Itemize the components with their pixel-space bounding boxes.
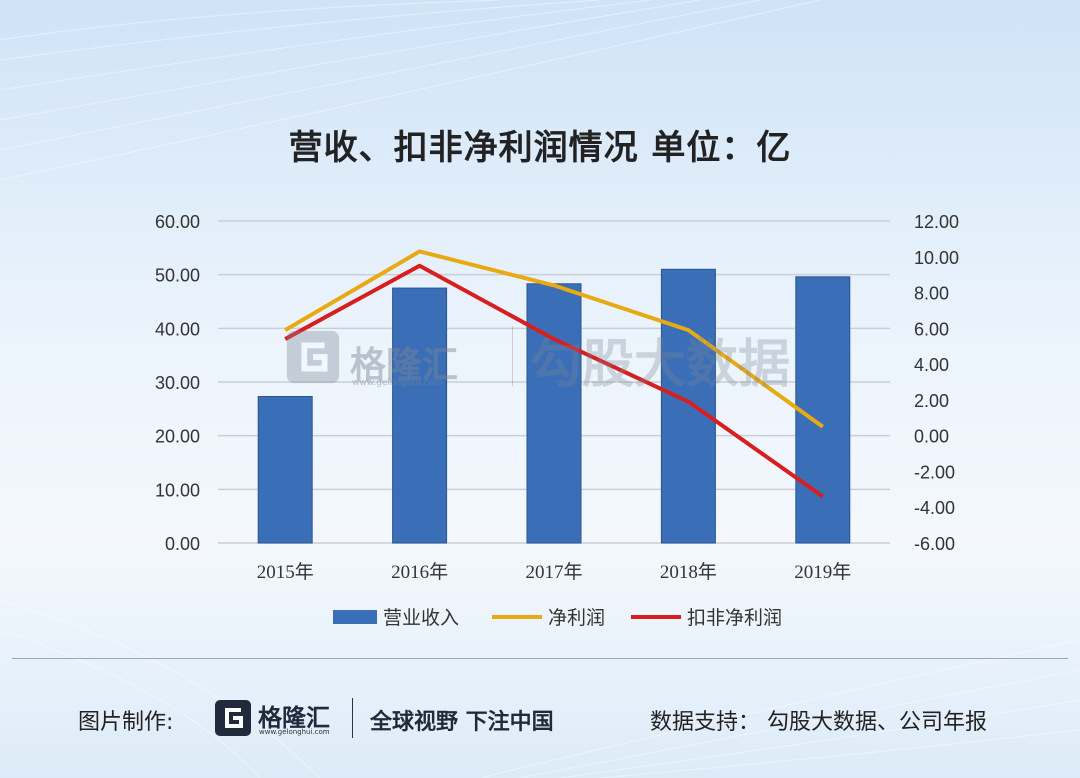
watermark-url: www.gelonghui.com: [352, 378, 443, 388]
chart-title: 营收、扣非净利润情况 单位：亿: [288, 128, 792, 168]
right-tick-label: 10.00: [914, 248, 959, 268]
net-profit-line: [284, 249, 824, 429]
legend-label: 营业收入: [383, 607, 459, 629]
brand-url: www.gelonghui.com: [259, 728, 330, 736]
right-tick-label: -2.00: [914, 462, 955, 482]
revenue-bar: [660, 268, 716, 544]
revenue-bar: [392, 287, 448, 544]
brand-logo-icon: [215, 700, 251, 736]
x-tick-label: 2018年: [660, 561, 717, 583]
right-tick-label: 6.00: [914, 319, 949, 339]
watermark-brand: 格隆汇: [350, 345, 459, 386]
x-tick-label: 2019年: [794, 561, 851, 583]
right-tick-label: -6.00: [914, 534, 955, 554]
data-source: 数据支持： 勾股大数据、公司年报: [650, 710, 987, 735]
right-tick-label: 12.00: [914, 212, 959, 232]
x-tick-label: 2016年: [391, 561, 448, 583]
right-tick-label: -4.00: [914, 498, 955, 518]
right-tick-label: 8.00: [914, 284, 949, 304]
revenue-bar: [257, 395, 313, 544]
left-tick-label: 20.00: [155, 427, 200, 447]
brand-name: 格隆汇: [258, 704, 330, 732]
right-tick-label: 0.00: [914, 427, 949, 447]
left-tick-label: 30.00: [155, 373, 200, 393]
left-tick-label: 60.00: [155, 212, 200, 232]
x-tick-label: 2017年: [525, 561, 582, 583]
left-tick-label: 40.00: [155, 319, 200, 339]
footer-separator: [352, 698, 353, 738]
left-tick-label: 50.00: [155, 266, 200, 286]
deducted-profit-line: [284, 263, 824, 499]
x-tick-label: 2015年: [257, 561, 314, 583]
made-by-label: 图片制作:: [78, 710, 174, 735]
left-tick-label: 10.00: [155, 480, 200, 500]
watermark-divider: [512, 326, 513, 386]
watermark-source: 勾股大数据: [530, 335, 791, 395]
legend-swatch-bar: [333, 610, 377, 624]
revenue-bar: [795, 276, 851, 544]
legend-label: 扣非净利润: [687, 607, 782, 629]
right-tick-label: 2.00: [914, 391, 949, 411]
footer: 图片制作: 格隆汇 www.gelonghui.com 全球视野 下注中国 数据…: [0, 690, 1080, 750]
legend-label: 净利润: [548, 607, 605, 629]
watermark-logo-icon: [286, 330, 340, 384]
slogan: 全球视野 下注中国: [370, 710, 554, 735]
right-tick-label: 4.00: [914, 355, 949, 375]
left-tick-label: 0.00: [165, 534, 200, 554]
footer-divider-line: [12, 658, 1068, 659]
